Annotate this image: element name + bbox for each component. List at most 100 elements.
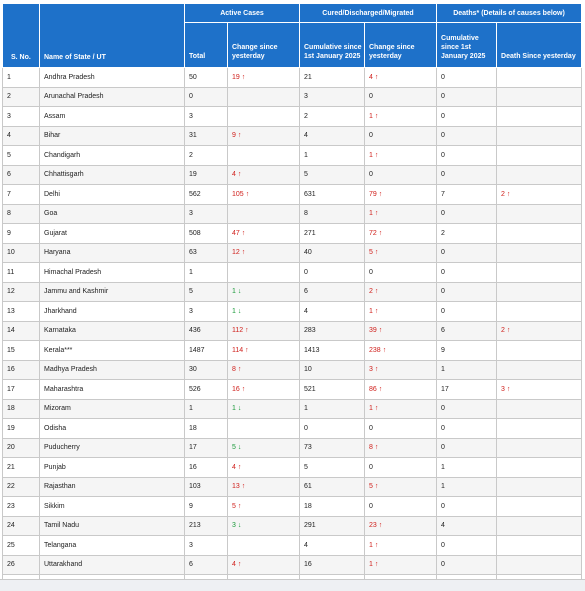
active-change-cell-value: 16 [232, 385, 240, 393]
table-row: 20 Puducherry 17 5 ↓ 73 8 ↑ 0 [2, 437, 583, 458]
state-name-cell: Himachal Pradesh [39, 262, 185, 283]
active-change-cell-value: 4 [232, 463, 236, 471]
col-total-header: Total [184, 22, 228, 68]
table-row: 6 Chhattisgarh 19 4 ↑ 5 0 0 [2, 164, 583, 185]
cured-change-cell: 0 [363, 496, 438, 517]
deaths-cumulative-cell: 0 [436, 554, 498, 575]
cured-change-cell: 0 [363, 457, 438, 478]
cured-cumulative-cell: 0 [299, 262, 365, 283]
deaths-cumulative-cell: 17 [436, 379, 498, 400]
table-row: 18 Mizoram 1 1 ↓ 1 1 ↑ 0 [2, 398, 583, 419]
serial-number-cell: 1 [2, 67, 40, 88]
active-total-cell: 526 [184, 379, 228, 400]
cured-change-cell-value: 72 [369, 229, 377, 237]
active-change-cell-value: 12 [232, 249, 240, 257]
cured-change-cell-value: 1 [369, 307, 373, 315]
arrow-up-icon: ↑ [241, 483, 246, 491]
deaths-since-cell [496, 437, 583, 458]
arrow-up-icon: ↑ [378, 522, 383, 530]
serial-number-cell: 3 [2, 106, 40, 127]
serial-number-cell: 16 [2, 359, 40, 380]
table-row: 14 Karnataka 436 112 ↑ 283 39 ↑ 6 2 ↑ [2, 320, 583, 341]
active-change-cell [227, 203, 300, 224]
table-row: 11 Himachal Pradesh 1 0 0 0 [2, 262, 583, 283]
arrow-up-icon: ↑ [378, 327, 383, 335]
cured-change-cell: 2 ↑ [363, 281, 438, 302]
active-change-cell: 47 ↑ [227, 223, 300, 244]
table-row: 16 Madhya Pradesh 30 8 ↑ 10 3 ↑ 1 [2, 359, 583, 380]
serial-number-cell: 7 [2, 184, 40, 205]
cured-cumulative-cell: 283 [299, 320, 365, 341]
active-change-cell-value: 4 [232, 561, 236, 569]
cured-cumulative-cell: 4 [299, 535, 365, 556]
state-name-cell: Puducherry [39, 437, 185, 458]
cured-change-cell: 79 ↑ [363, 184, 438, 205]
table-row: 22 Rajasthan 103 13 ↑ 61 5 ↑ 1 [2, 476, 583, 497]
deaths-since-cell [496, 67, 583, 88]
arrow-up-icon: ↑ [237, 502, 242, 510]
cured-change-cell: 1 ↑ [363, 145, 438, 166]
active-change-cell [227, 535, 300, 556]
table-row: 23 Sikkim 9 5 ↑ 18 0 0 [2, 496, 583, 517]
deaths-cumulative-cell: 0 [436, 437, 498, 458]
cured-change-cell: 5 ↑ [363, 242, 438, 263]
active-total-cell: 17 [184, 437, 228, 458]
active-total-cell: 508 [184, 223, 228, 244]
cured-change-cell: 0 [363, 86, 438, 107]
state-name-cell: Rajasthan [39, 476, 185, 497]
cured-change-cell: 3 ↑ [363, 359, 438, 380]
active-total-cell: 3 [184, 106, 228, 127]
cured-cumulative-cell: 73 [299, 437, 365, 458]
state-name-cell: Mizoram [39, 398, 185, 419]
state-name-cell: Madhya Pradesh [39, 359, 185, 380]
active-total-cell: 213 [184, 515, 228, 536]
active-change-cell-value: 112 [232, 327, 244, 335]
horizontal-scrollbar[interactable] [0, 579, 585, 591]
serial-number-cell: 4 [2, 125, 40, 146]
deaths-cumulative-cell: 0 [436, 106, 498, 127]
cured-change-cell: 86 ↑ [363, 379, 438, 400]
arrow-up-icon: ↑ [374, 444, 379, 452]
cured-change-cell: 5 ↑ [363, 476, 438, 497]
cured-change-cell: 238 ↑ [363, 340, 438, 361]
deaths-cumulative-cell: 7 [436, 184, 498, 205]
table-row: 9 Gujarat 508 47 ↑ 271 72 ↑ 2 [2, 223, 583, 244]
arrow-down-icon: ↓ [237, 307, 242, 315]
deaths-cumulative-cell: 0 [436, 418, 498, 439]
deaths-since-cell [496, 262, 583, 283]
cured-change-cell-value: 2 [369, 288, 373, 296]
cured-cumulative-cell: 5 [299, 457, 365, 478]
serial-number-cell: 9 [2, 223, 40, 244]
arrow-up-icon: ↑ [374, 541, 379, 549]
deaths-since-cell [496, 476, 583, 497]
table-row: 15 Kerala*** 1487 114 ↑ 1413 238 ↑ 9 [2, 340, 583, 361]
active-change-cell: 9 ↑ [227, 125, 300, 146]
state-name-cell: Chandigarh [39, 145, 185, 166]
cured-change-cell: 72 ↑ [363, 223, 438, 244]
arrow-up-icon: ↑ [374, 112, 379, 120]
arrow-up-icon: ↑ [382, 346, 387, 354]
cured-change-cell: 1 ↑ [363, 301, 438, 322]
cured-change-cell-value: 0 [369, 463, 373, 471]
cured-change-cell: 0 [363, 262, 438, 283]
col-deaths-cumulative-header: Cumulative since 1st January 2025 [436, 22, 498, 68]
active-change-cell: 8 ↑ [227, 359, 300, 380]
deaths-since-cell [496, 359, 583, 380]
active-change-cell: 1 ↓ [227, 281, 300, 302]
state-name-cell: Andhra Pradesh [39, 67, 185, 88]
deaths-cumulative-cell: 1 [436, 476, 498, 497]
serial-number-cell: 25 [2, 535, 40, 556]
active-change-cell [227, 106, 300, 127]
deaths-since-cell [496, 242, 583, 263]
group-deaths-header: Deaths* (Details of causes below) [436, 3, 583, 23]
active-change-cell-value: 8 [232, 366, 236, 374]
deaths-since-cell: 2 ↑ [496, 184, 583, 205]
active-change-cell [227, 262, 300, 283]
state-name-cell: Tamil Nadu [39, 515, 185, 536]
arrow-up-icon: ↑ [374, 561, 379, 569]
serial-number-cell: 17 [2, 379, 40, 400]
table-body: 1 Andhra Pradesh 50 19 ↑ 21 4 ↑ 0 2 Arunachal Prad… [2, 67, 583, 591]
col-cured-cumulative-header: Cumulative since 1st January 2025 [299, 22, 365, 68]
col-active-change-header: Change since yesterday [227, 22, 300, 68]
